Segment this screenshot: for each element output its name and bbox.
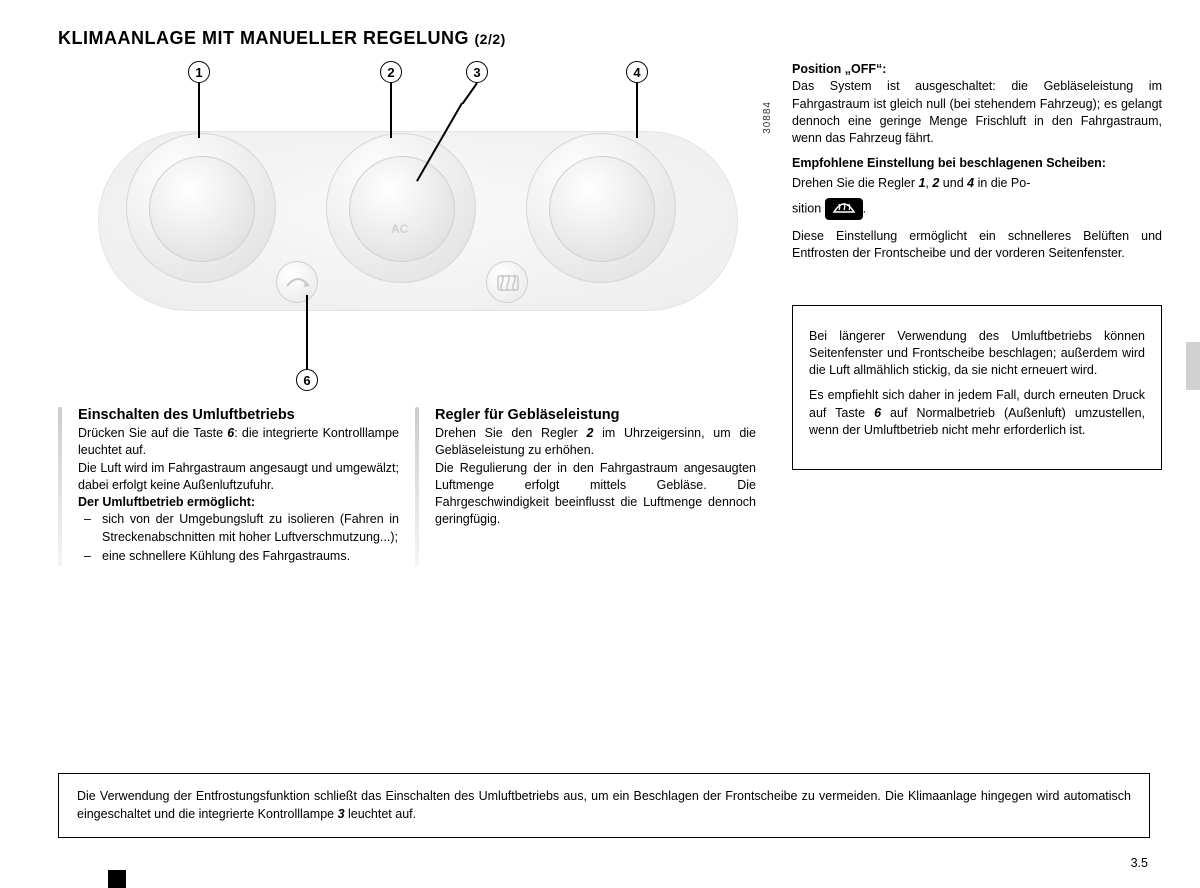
section-fan: Regler für Gebläseleistung Drehen Sie de…	[435, 407, 756, 567]
callout-3-line-a	[462, 83, 478, 104]
right-column: Position „OFF“:Das System ist ausgeschal…	[792, 61, 1162, 567]
warn-p2: Es empfiehlt sich daher in jedem Fall, d…	[809, 387, 1145, 439]
fan-dial: AC	[326, 133, 476, 283]
control-panel-diagram: 30884 1 2 3 4 6 AC	[58, 61, 758, 401]
fog-p3: Diese Einstellung ermöglicht ein schnell…	[792, 228, 1162, 263]
recirc-heading: Einschalten des Umluftbetriebs	[78, 407, 399, 423]
recirc-p2: Die Luft wird im Fahrgastraum angesaugt …	[78, 460, 399, 495]
temperature-dial	[126, 133, 276, 283]
ac-label: AC	[391, 222, 408, 236]
section-recirculation: Einschalten des Umluftbetriebs Drücken S…	[78, 407, 399, 567]
fan-dial-knob	[349, 156, 455, 262]
col-separator-left	[58, 407, 62, 567]
recirc-list: sich von der Umgebungsluft zu isolieren …	[78, 511, 399, 565]
left-column: 30884 1 2 3 4 6 AC	[58, 61, 756, 567]
page-number: 3.5	[1131, 856, 1148, 870]
rear-defrost-icon	[487, 262, 529, 304]
recirc-p1: Drücken Sie auf die Taste 6: die integri…	[78, 425, 399, 460]
title-sub: (2/2)	[475, 31, 506, 47]
fog-p-line2: sition .	[792, 198, 1162, 220]
edge-tab	[1186, 342, 1200, 390]
temperature-dial-knob	[149, 156, 255, 262]
content-wrap: 30884 1 2 3 4 6 AC	[58, 61, 1150, 567]
footer-note-text: Die Verwendung der Entfrostungsfunktion …	[77, 789, 1131, 821]
recirc-sub: Der Umluftbetrieb ermöglicht:	[78, 494, 399, 511]
airflow-dial-knob	[549, 156, 655, 262]
footer-note-box: Die Verwendung der Entfrostungsfunktion …	[58, 773, 1150, 838]
recirc-icon	[277, 262, 319, 304]
body-columns: Einschalten des Umluftbetriebs Drücken S…	[58, 407, 756, 567]
callout-3: 3	[466, 61, 488, 83]
callout-6: 6	[296, 369, 318, 391]
airflow-dial	[526, 133, 676, 283]
fan-p1: Drehen Sie den Regler 2 im Uhrzeigersinn…	[435, 425, 756, 460]
col-separator-mid	[415, 407, 419, 567]
rear-defrost-button	[486, 261, 528, 303]
fan-p2: Die Regulierung der in den Fahrgastraum …	[435, 460, 756, 529]
callout-6-line	[306, 295, 308, 369]
title-main: KLIMAANLAGE MIT MANUELLER REGELUNG	[58, 28, 469, 48]
hvac-panel: AC	[98, 116, 738, 326]
warn-p1: Bei längerer Verwendung des Umluftbetrie…	[809, 328, 1145, 380]
warning-box: Bei längerer Verwendung des Umluftbetrie…	[792, 305, 1162, 471]
callout-4: 4	[626, 61, 648, 83]
off-block: Position „OFF“:Das System ist ausgeschal…	[792, 61, 1162, 147]
callout-2: 2	[380, 61, 402, 83]
callout-1: 1	[188, 61, 210, 83]
recirc-li1: sich von der Umgebungsluft zu isolieren …	[92, 511, 399, 546]
image-reference: 30884	[762, 101, 773, 134]
page-title: KLIMAANLAGE MIT MANUELLER REGELUNG (2/2)	[58, 28, 1150, 49]
recirc-button	[276, 261, 318, 303]
fog-heading: Empfohlene Einstellung bei beschlagenen …	[792, 155, 1162, 172]
callout-4-line	[636, 83, 638, 138]
callout-1-line	[198, 83, 200, 138]
fog-p-line1: Drehen Sie die Regler 1, 2 und 4 in die …	[792, 175, 1162, 192]
fan-heading: Regler für Gebläseleistung	[435, 407, 756, 423]
recirc-li2: eine schnellere Kühlung des Fahrgastraum…	[92, 548, 399, 565]
thumb-index-mark	[108, 870, 126, 888]
callout-2-line	[390, 83, 392, 138]
defrost-icon	[825, 198, 863, 220]
